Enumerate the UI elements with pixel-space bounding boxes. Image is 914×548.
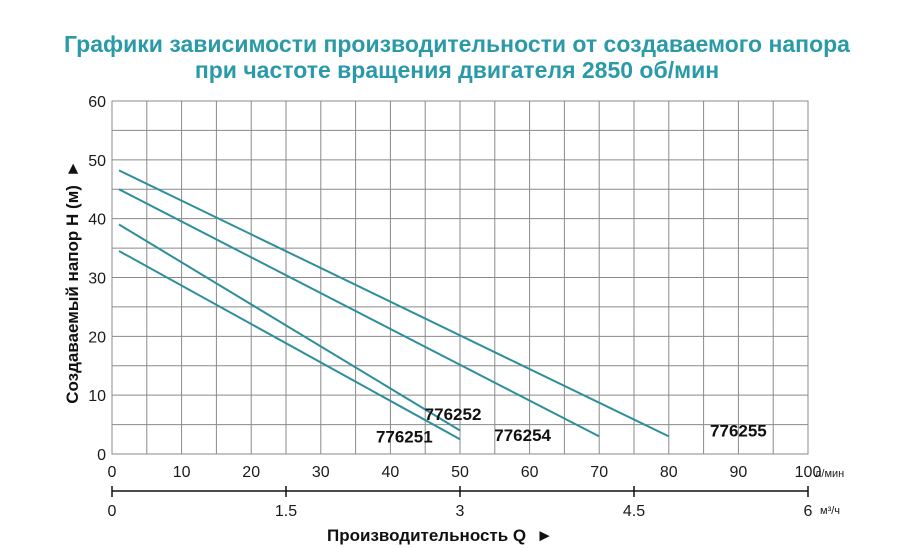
x-tick-label: 0 — [108, 464, 117, 481]
series-label-776255: 776255 — [710, 421, 767, 440]
y-tick-labels: 0 10 20 30 40 50 60 — [88, 94, 106, 464]
y-tick-label: 50 — [88, 153, 106, 170]
series-line-776255 — [118, 169, 670, 438]
x-tick-labels: 0 10 20 30 40 50 60 70 80 90 100 — [108, 464, 822, 481]
x-tick-label: 20 — [242, 464, 260, 481]
x-axis-unit: л/мин — [815, 468, 844, 480]
series-label-776251: 776251 — [376, 427, 433, 446]
y-axis-title: Создаваемый напор H (м) ► — [63, 160, 82, 404]
series-labels: 776251 776252 776254 776255 — [376, 405, 767, 446]
series-group — [118, 169, 670, 441]
y-tick-label: 30 — [88, 271, 106, 288]
x-tick-label: 60 — [521, 464, 539, 481]
x2-tick-label: 1.5 — [275, 503, 297, 520]
y-tick-label: 0 — [97, 447, 106, 464]
grid — [111, 100, 809, 455]
x-tick-label: 90 — [730, 464, 748, 481]
series-line-776252 — [118, 223, 461, 432]
x2-tick-label: 6 — [804, 503, 813, 520]
y-axis-arrow-icon: ► — [63, 160, 82, 177]
series-line-776254 — [118, 188, 600, 438]
x-axis-title-text: Производительность Q — [327, 526, 526, 545]
x2-tick-label: 3 — [456, 503, 465, 520]
y-tick-label: 20 — [88, 329, 106, 346]
x-tick-label: 50 — [451, 464, 469, 481]
x-tick-label: 100 — [795, 464, 822, 481]
x2-tick-label: 0 — [108, 503, 117, 520]
secondary-x-axis: 0 1.5 3 4.5 6 — [108, 486, 813, 520]
x-tick-label: 40 — [382, 464, 400, 481]
y-tick-label: 10 — [88, 388, 106, 405]
x2-tick-label: 4.5 — [623, 503, 645, 520]
y-axis-title-text: Создаваемый напор H (м) — [63, 185, 82, 404]
x-tick-label: 70 — [590, 464, 608, 481]
x-tick-label: 30 — [312, 464, 330, 481]
x-axis-title: Производительность Q ► — [327, 526, 553, 545]
series-line-776251 — [118, 250, 461, 441]
x-axis-arrow-icon: ► — [536, 526, 553, 545]
x2-axis-unit: м³/ч — [820, 505, 840, 517]
series-label-776252: 776252 — [425, 405, 482, 424]
series-label-776254: 776254 — [494, 426, 551, 445]
x-tick-label: 10 — [173, 464, 191, 481]
y-tick-label: 40 — [88, 212, 106, 229]
chart-title: Графики зависимости производительности о… — [64, 31, 850, 57]
chart-subtitle: при частоте вращения двигателя 2850 об/м… — [195, 57, 719, 83]
x-tick-label: 80 — [660, 464, 678, 481]
y-tick-label: 60 — [88, 94, 106, 111]
